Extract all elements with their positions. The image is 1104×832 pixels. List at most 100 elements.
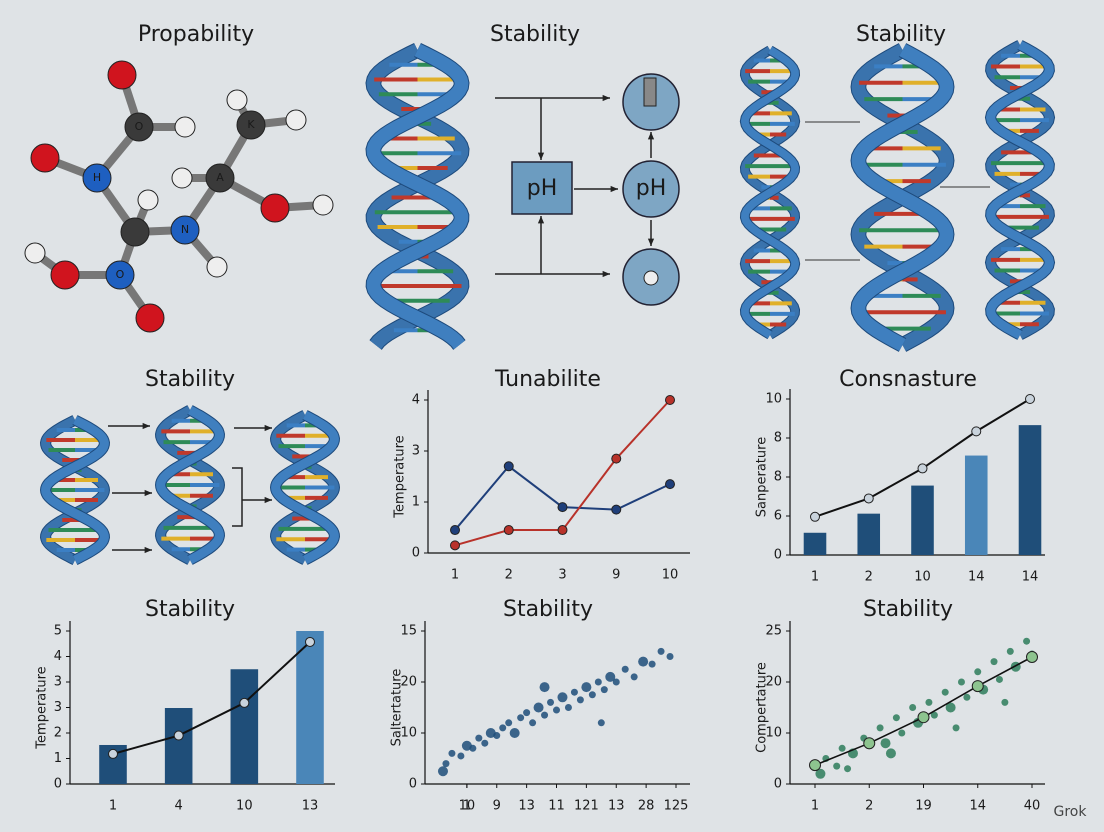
x-tick-label: 2 [505,568,513,583]
bar [857,513,881,555]
x-tick-label: 1 [463,799,471,814]
point [810,511,820,522]
atom [137,189,159,211]
atom [226,89,248,111]
bar [803,532,827,555]
y-tick-label: 2 [54,726,62,741]
point [1006,647,1014,655]
bar [230,669,259,784]
point [442,760,450,768]
point [815,768,826,779]
point [594,678,602,686]
point [570,688,578,696]
point [469,744,477,752]
x-tick-label: 1 [451,568,459,583]
arrow-head [602,94,610,102]
y-tick-label: 0 [412,546,420,561]
point [108,748,118,759]
arrow-head [602,270,610,278]
arrow-head [144,489,152,497]
point [450,540,460,551]
arrow-head [264,496,272,504]
bar [1018,425,1042,555]
y-tick-label: 15 [400,624,417,639]
x-tick-label: 28 [638,799,655,814]
ph-box [511,161,573,215]
bar [964,455,988,555]
point [880,738,891,749]
point [941,688,949,696]
point [597,719,605,727]
y-tick-label: 0 [774,777,782,792]
x-tick-label: 14 [969,799,986,814]
x-tick-label: 2 [865,799,873,814]
point [529,719,537,727]
arrow-head [142,422,150,430]
point [990,658,998,666]
point [450,525,460,536]
panel-title: Propability [138,22,254,47]
helix-strand [271,410,339,565]
y-axis-label: Compertature [755,662,770,753]
point [974,668,982,676]
atom [30,143,60,173]
point [621,665,629,673]
point [957,678,965,686]
x-tick-label: 40 [1024,799,1041,814]
bar [911,485,934,555]
point [925,698,933,706]
point [909,704,917,711]
atom [124,112,154,142]
point [475,734,483,742]
y-tick-label: 20 [400,675,417,690]
helix-strand [985,40,1055,340]
point [665,395,675,405]
point [493,732,501,740]
point [952,724,960,732]
point [666,653,674,660]
point [564,704,572,711]
point [499,724,507,732]
bar [164,708,193,784]
atom-label: O [116,268,125,281]
x-tick-label: 19 [915,799,932,814]
point [173,730,184,741]
point [863,493,874,504]
atom [24,242,46,264]
x-tick-label: 10 [459,799,476,814]
point [611,453,622,464]
y-axis-label: Temperature [35,666,50,749]
atom [205,163,235,193]
x-tick-label: 2 [865,570,873,585]
x-tick-label: 10 [914,570,931,585]
atom [312,194,334,216]
x-tick-label: 121 [574,799,599,814]
trend-point [971,680,984,693]
x-tick-label: 13 [302,799,319,814]
atom [170,215,200,245]
arrow-head [647,238,655,246]
x-tick-label: 14 [968,570,985,585]
point [505,719,513,727]
point [657,647,665,655]
point [971,426,982,437]
x-tick-label: 9 [493,799,501,814]
point [239,697,250,708]
point [612,678,620,686]
atom-label: K [247,118,255,131]
point [539,682,550,693]
atom [50,260,80,290]
point [503,461,514,472]
panel-title: Stability [490,22,580,47]
atom [107,60,137,90]
point [448,749,456,757]
arrow-head [537,152,545,160]
chart-title: Stability [503,597,593,622]
point [630,673,638,681]
point [917,463,928,474]
chart-title: Stability [145,597,235,622]
point [557,502,568,513]
atom-label: H [93,171,101,184]
helix-strand [851,43,954,352]
atom [82,163,112,193]
